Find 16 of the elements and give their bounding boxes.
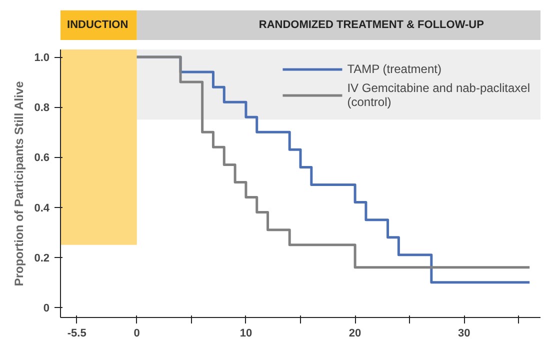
band-label: INDUCTION bbox=[67, 19, 128, 32]
x-tick-label: 30 bbox=[458, 328, 470, 339]
x-tick-label: 20 bbox=[348, 328, 362, 339]
legend-label: TAMP (treatment) bbox=[347, 62, 442, 76]
y-axis-title: Proportion of Participants Still Alive bbox=[12, 80, 26, 286]
x-tick-label: 0 bbox=[134, 328, 140, 339]
y-tick-label: 0.2 bbox=[34, 252, 50, 264]
y-tick-label: 0 bbox=[43, 302, 50, 314]
y-tick-label: 0.4 bbox=[34, 202, 50, 214]
band-label: RANDOMIZED TREATMENT & FOLLOW-UP bbox=[258, 19, 484, 32]
x-tick-label: -5.5 bbox=[67, 328, 86, 339]
legend-label: IV Gemcitabine and nab-paclitaxel (control) bbox=[347, 81, 530, 109]
y-tick-label: 0.8 bbox=[34, 102, 50, 114]
y-tick-label: 1.0 bbox=[34, 52, 50, 64]
y-tick-label: 0.6 bbox=[34, 152, 50, 164]
x-tick-label: 10 bbox=[240, 328, 252, 339]
